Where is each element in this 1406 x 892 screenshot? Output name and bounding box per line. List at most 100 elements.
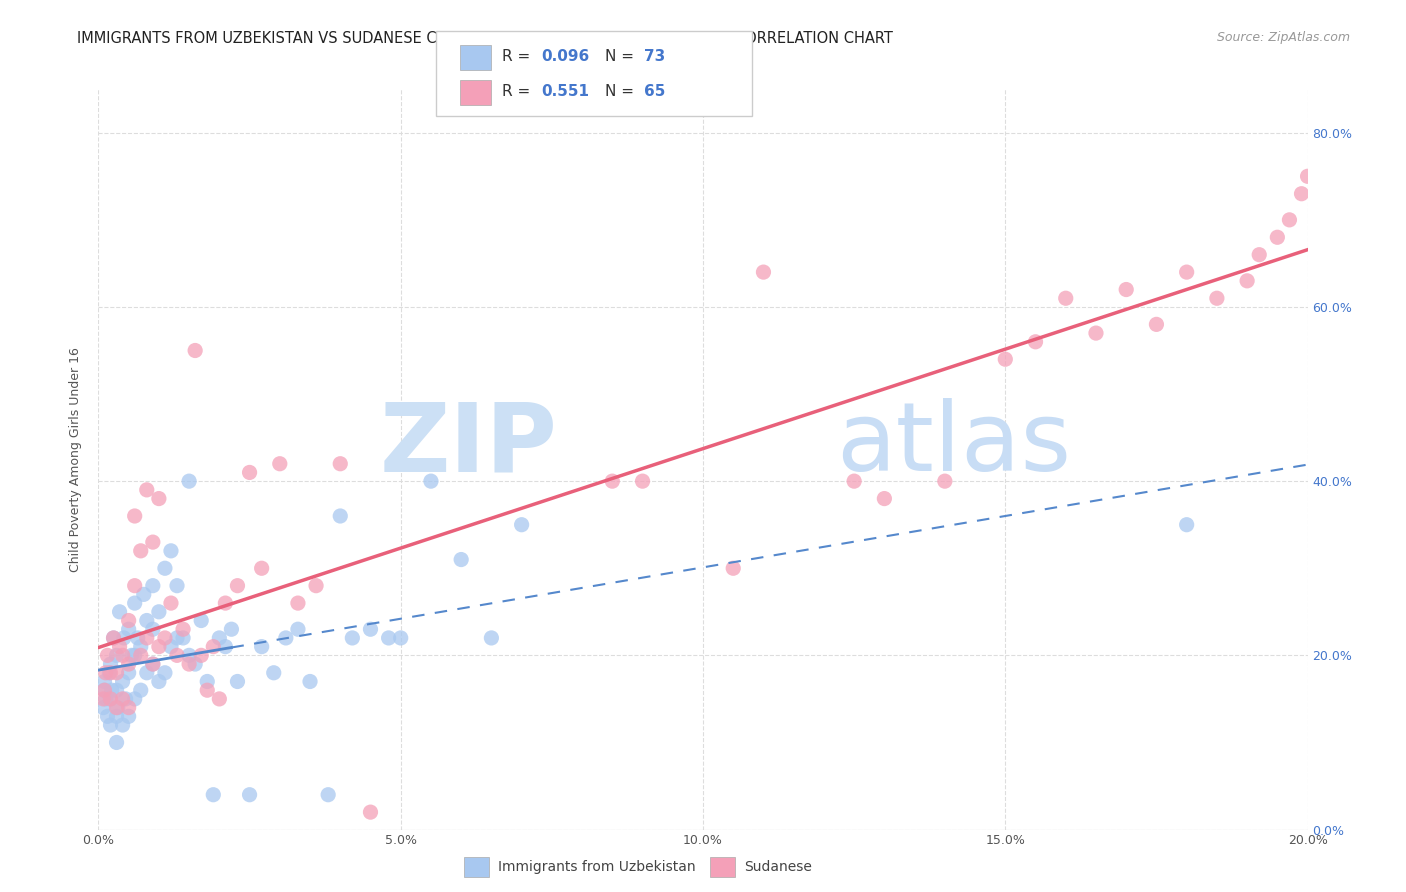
- Text: ZIP: ZIP: [380, 398, 558, 491]
- Point: [111, 674, 134, 689]
- Point: [124, 579, 146, 593]
- Point: [226, 579, 249, 593]
- Point: [148, 491, 170, 506]
- Point: [142, 657, 165, 671]
- Point: [142, 579, 165, 593]
- Point: [377, 631, 399, 645]
- Point: [250, 561, 273, 575]
- Point: [450, 552, 472, 566]
- Point: [132, 587, 155, 601]
- Text: R =: R =: [502, 49, 536, 64]
- Point: [111, 692, 134, 706]
- Point: [124, 508, 146, 523]
- Point: [250, 640, 273, 654]
- Point: [93, 683, 115, 698]
- Text: 0.551: 0.551: [541, 84, 589, 99]
- Point: [105, 700, 128, 714]
- Point: [91, 692, 114, 706]
- Point: [103, 631, 125, 645]
- Point: [481, 631, 503, 645]
- Point: [1291, 186, 1313, 201]
- Point: [994, 352, 1017, 367]
- Point: [100, 692, 122, 706]
- Point: [329, 508, 352, 523]
- Point: [179, 474, 201, 488]
- Point: [631, 474, 654, 488]
- Point: [103, 631, 125, 645]
- Point: [274, 631, 297, 645]
- Point: [1206, 291, 1229, 305]
- Point: [124, 648, 146, 663]
- Point: [752, 265, 775, 279]
- Point: [360, 622, 382, 636]
- Point: [98, 665, 121, 680]
- Point: [118, 709, 141, 723]
- Text: N =: N =: [605, 49, 638, 64]
- Text: atlas: atlas: [837, 398, 1071, 491]
- Point: [153, 665, 176, 680]
- Point: [107, 700, 129, 714]
- Text: Sudanese: Sudanese: [744, 860, 811, 874]
- Point: [148, 605, 170, 619]
- Point: [96, 648, 118, 663]
- Point: [208, 692, 231, 706]
- Point: [1085, 326, 1108, 340]
- Point: [195, 674, 218, 689]
- Point: [305, 579, 328, 593]
- Point: [93, 674, 115, 689]
- Point: [179, 657, 201, 671]
- Point: [129, 683, 152, 698]
- Point: [214, 596, 236, 610]
- Text: Source: ZipAtlas.com: Source: ZipAtlas.com: [1216, 31, 1350, 45]
- Point: [111, 648, 134, 663]
- Point: [1236, 274, 1258, 288]
- Point: [142, 657, 165, 671]
- Point: [1054, 291, 1077, 305]
- Point: [263, 665, 285, 680]
- Point: [135, 631, 157, 645]
- Text: R =: R =: [502, 84, 536, 99]
- Point: [121, 648, 143, 663]
- Y-axis label: Child Poverty Among Girls Under 16: Child Poverty Among Girls Under 16: [69, 347, 83, 572]
- Point: [1024, 334, 1046, 349]
- Point: [1144, 318, 1167, 332]
- Text: 0.096: 0.096: [541, 49, 589, 64]
- Point: [100, 683, 122, 698]
- Point: [239, 788, 262, 802]
- Point: [1296, 169, 1319, 184]
- Point: [602, 474, 624, 488]
- Point: [420, 474, 443, 488]
- Point: [202, 788, 225, 802]
- Point: [96, 709, 118, 723]
- Point: [226, 674, 249, 689]
- Point: [844, 474, 866, 488]
- Point: [299, 674, 322, 689]
- Point: [873, 491, 896, 506]
- Point: [1175, 265, 1198, 279]
- Point: [100, 665, 122, 680]
- Point: [124, 596, 146, 610]
- Point: [118, 657, 141, 671]
- Point: [105, 665, 128, 680]
- Point: [105, 709, 128, 723]
- Point: [93, 683, 115, 698]
- Point: [184, 657, 207, 671]
- Point: [287, 622, 309, 636]
- Point: [129, 640, 152, 654]
- Point: [94, 692, 117, 706]
- Point: [510, 517, 533, 532]
- Point: [160, 544, 183, 558]
- Point: [179, 648, 201, 663]
- Point: [166, 579, 188, 593]
- Point: [108, 605, 131, 619]
- Point: [142, 535, 165, 549]
- Point: [94, 665, 117, 680]
- Point: [118, 700, 141, 714]
- Point: [389, 631, 412, 645]
- Point: [127, 631, 149, 645]
- Point: [329, 457, 352, 471]
- Point: [135, 483, 157, 497]
- Point: [91, 700, 114, 714]
- Text: IMMIGRANTS FROM UZBEKISTAN VS SUDANESE CHILD POVERTY AMONG GIRLS UNDER 16 CORREL: IMMIGRANTS FROM UZBEKISTAN VS SUDANESE C…: [77, 31, 893, 46]
- Point: [269, 457, 291, 471]
